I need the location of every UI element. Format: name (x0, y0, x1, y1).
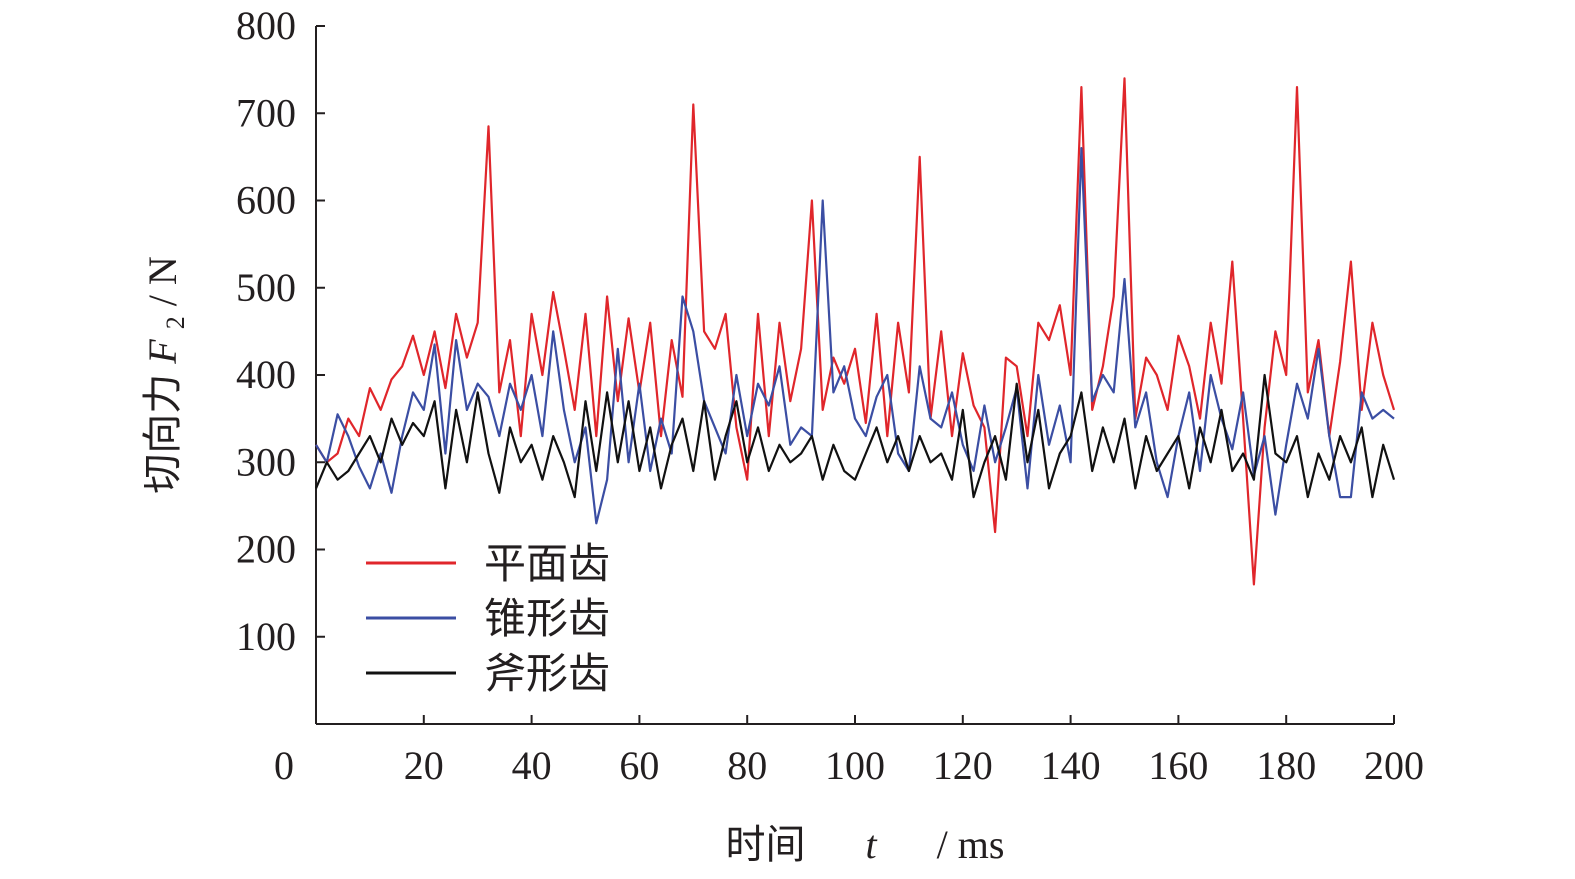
axes (315, 26, 1394, 725)
x-tick-label: 60 (619, 743, 659, 788)
y-label-subscript: 2 (161, 316, 190, 329)
y-ticks: 100 200 300 400 500 600 700 800 (236, 3, 325, 659)
x-tick-label: 140 (1041, 743, 1101, 788)
y-tick-label: 800 (236, 3, 296, 48)
y-axis-label: 切向力 F 2 / N (140, 256, 193, 493)
x-tick-label: 40 (512, 743, 552, 788)
series-line-3 (314, 373, 1396, 499)
x-label-variable: t (866, 822, 878, 867)
x-tick-label: 80 (727, 743, 767, 788)
legend-label: 斧形齿 (484, 652, 610, 698)
y-tick-label: 400 (236, 352, 296, 397)
series-line-2 (315, 147, 1395, 525)
x-tick-label: 20 (404, 743, 444, 788)
y-tick-label: 100 (236, 614, 296, 659)
series-line-1 (315, 77, 1396, 586)
x-tick-label: 120 (933, 743, 993, 788)
y-tick-label: 500 (236, 265, 296, 310)
y-label-unit: / N (140, 256, 185, 306)
y-tick-label: 300 (236, 439, 296, 484)
x-tick-label: 160 (1148, 743, 1208, 788)
y-tick-label: 200 (236, 527, 296, 572)
y-label-prefix: 切向力 (140, 364, 185, 494)
x-ticks: 20 40 60 80 100 120 140 160 180 200 (404, 715, 1424, 788)
x-axis-label: 时间 t / ms (676, 822, 1035, 867)
x-tick-label: 200 (1364, 743, 1424, 788)
x-label-prefix: 时间 (726, 822, 816, 867)
x-tick-label: 180 (1256, 743, 1316, 788)
x-label-unit: / ms (927, 822, 1005, 867)
y-label-variable: F (140, 339, 185, 365)
plot-lines (314, 77, 1396, 586)
origin-label: 0 (274, 743, 294, 788)
y-tick-label: 700 (236, 90, 296, 135)
legend-label: 平面齿 (484, 542, 610, 588)
y-tick-label: 600 (236, 178, 296, 223)
legend-label: 锥形齿 (484, 597, 610, 643)
x-tick-label: 100 (825, 743, 885, 788)
